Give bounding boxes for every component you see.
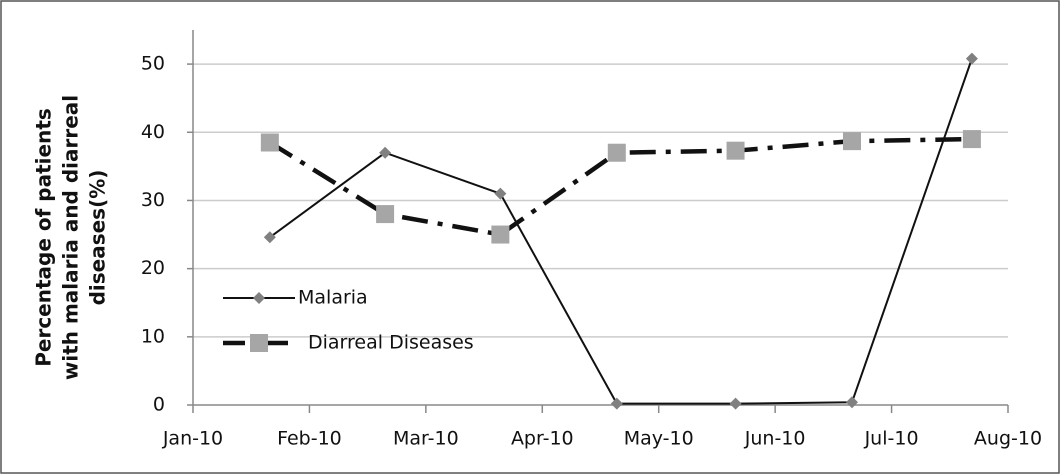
y-axis-label: Percentage of patients with malaria and d… xyxy=(32,95,110,380)
y-axis-label-line: Percentage of patients xyxy=(32,108,56,367)
data-point xyxy=(962,130,981,149)
data-point xyxy=(376,205,395,224)
x-tick-label: Jul-10 xyxy=(864,428,919,450)
y-tick-label: 20 xyxy=(141,257,165,279)
data-point xyxy=(260,133,279,152)
x-tick-label: Mar-10 xyxy=(393,428,459,450)
x-tick-label: Feb-10 xyxy=(277,428,342,450)
data-point xyxy=(379,146,392,159)
x-tick-label: Apr-10 xyxy=(511,428,574,450)
x-tick-label: Aug-10 xyxy=(974,428,1042,450)
data-point xyxy=(607,143,626,162)
y-tick-label: 10 xyxy=(141,325,165,347)
data-point xyxy=(845,396,858,409)
y-axis-label-line: diseases(%) xyxy=(86,170,110,306)
x-tick-label: May-10 xyxy=(624,428,694,450)
legend-label: Malaria xyxy=(298,287,368,309)
data-point xyxy=(842,132,861,151)
data-point xyxy=(610,397,623,410)
x-tick-label: Jun-10 xyxy=(744,428,806,450)
y-axis-label-line: with malaria and diarreal xyxy=(59,95,83,380)
y-tick-label: 30 xyxy=(141,189,165,211)
legend-label: Diarreal Diseases xyxy=(308,332,474,354)
data-point xyxy=(263,231,276,244)
x-tick-label: Jan-10 xyxy=(162,428,223,450)
data-point xyxy=(491,225,510,244)
y-tick-label: 40 xyxy=(141,121,165,143)
data-point xyxy=(726,141,745,160)
data-point xyxy=(494,187,507,200)
y-tick-label: 0 xyxy=(153,394,165,416)
y-tick-label: 50 xyxy=(141,53,165,75)
legend-marker xyxy=(253,292,265,304)
data-point xyxy=(729,397,742,410)
legend-marker xyxy=(250,334,268,352)
data-point xyxy=(965,52,978,65)
